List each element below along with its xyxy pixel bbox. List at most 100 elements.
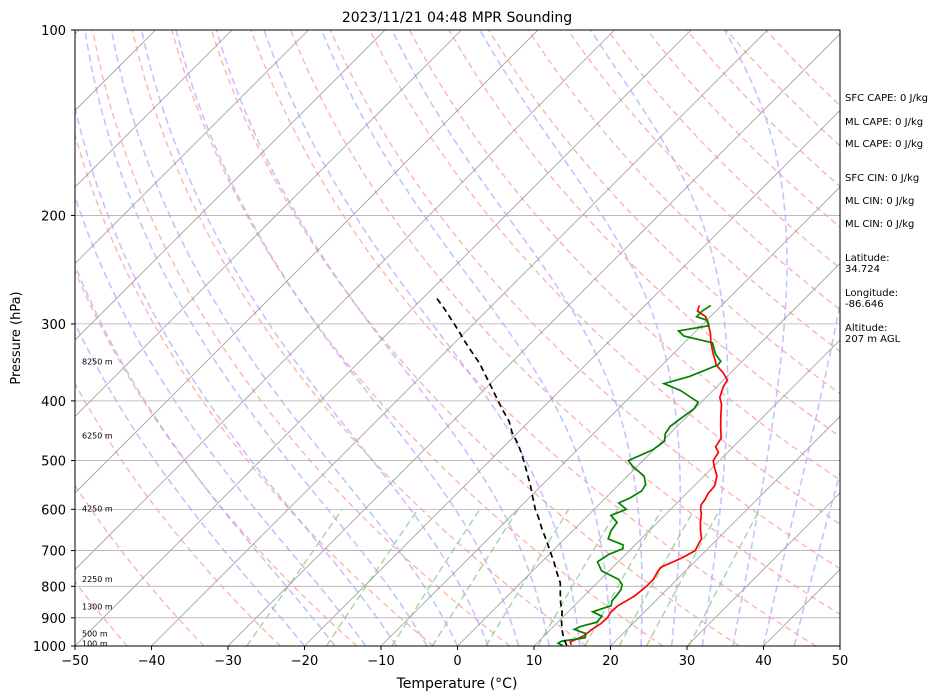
isotherm-line <box>304 109 840 646</box>
axes: −50 −40 −30 −20 −10 0 10 20 30 40 50 1000 900 800 700 6… <box>33 24 848 669</box>
x-tick-label: 20 <box>602 654 619 669</box>
parcel-line <box>435 297 568 646</box>
dry-adiabat-line <box>408 30 840 481</box>
x-tick-label: −30 <box>214 654 241 669</box>
side-panel-line: 207 m AGL <box>845 334 901 345</box>
dry-adiabat-line <box>171 30 664 646</box>
x-tick-label: 10 <box>526 654 543 669</box>
dry-adiabat-line <box>75 269 358 646</box>
mixing-ratio-line <box>391 508 481 646</box>
moist-adiabat-line <box>762 299 840 646</box>
y-tick-label: 900 <box>41 612 66 627</box>
x-tick-label: 0 <box>453 654 461 669</box>
side-panel-line: ML CIN: 0 J/kg <box>845 219 915 230</box>
moist-adiabat-line <box>320 30 612 646</box>
mixing-ratio-line <box>431 508 519 646</box>
y-tick-label: 400 <box>41 395 66 410</box>
side-panel-line: ML CAPE: 0 J/kg <box>845 139 924 150</box>
mixing-ratio-line <box>246 508 343 646</box>
y-tick-label: 300 <box>41 318 66 333</box>
side-panel-line: ML CIN: 0 J/kg <box>845 196 915 207</box>
moist-adiabat-line <box>175 30 520 646</box>
dry-adiabat-line <box>329 30 840 570</box>
moist-adiabat-line <box>75 104 397 646</box>
height-label: 1300 m <box>82 602 113 611</box>
isotherm-line <box>75 30 386 341</box>
x-tick-label: 30 <box>679 654 696 669</box>
chart-title: 2023/11/21 04:48 MPR Sounding <box>342 10 572 26</box>
moist-adiabat-line <box>75 263 336 646</box>
moist-adiabat-line <box>110 30 459 646</box>
isotherm-line <box>457 262 840 646</box>
side-panel-line: SFC CAPE: 0 J/kg <box>845 93 928 104</box>
moist-adiabat-line <box>75 194 367 646</box>
moist-adiabat-line <box>793 470 840 646</box>
y-tick-label: 600 <box>41 503 66 518</box>
dry-adiabat-line <box>488 30 840 395</box>
dry-adiabat-line <box>91 30 511 646</box>
isotherm-line <box>75 30 462 418</box>
isotherm-line <box>75 30 309 265</box>
moist-adiabat-line <box>75 321 306 646</box>
height-label: 500 m <box>82 629 108 638</box>
y-tick-label: 800 <box>41 580 66 595</box>
height-label: 8250 m <box>82 357 113 366</box>
side-panel-line: SFC CIN: 0 J/kg <box>845 173 920 184</box>
isotherm-line <box>686 492 840 646</box>
dry-adiabat-line <box>75 484 205 646</box>
x-tick-label: −50 <box>61 654 88 669</box>
isotherm-line <box>0 30 3 646</box>
moist-adiabat-line <box>140 30 489 646</box>
temperature-line <box>569 305 729 646</box>
dry-adiabat-line <box>75 382 281 646</box>
height-label: 6250 m <box>82 431 113 440</box>
x-axis-label: Temperature (°C) <box>396 676 518 692</box>
y-tick-label: 700 <box>41 545 66 560</box>
background-lines <box>0 30 840 646</box>
dry-adiabat-line <box>527 30 840 353</box>
dry-adiabat-line <box>250 30 817 646</box>
moist-adiabat-line <box>215 30 551 646</box>
x-tick-label: 40 <box>755 654 772 669</box>
isotherm-line <box>75 30 233 188</box>
mixing-ratio-line <box>688 508 761 646</box>
sounding-series <box>435 297 729 646</box>
side-panel-line: 34.724 <box>845 264 880 275</box>
dry-adiabat-line <box>131 30 587 646</box>
y-tick-label: 100 <box>41 24 66 39</box>
isotherm-line <box>227 33 840 646</box>
y-tick-label: 500 <box>41 455 66 470</box>
moist-adiabat-line <box>479 30 682 646</box>
isotherm-line <box>151 30 768 646</box>
isotherm-line <box>75 30 615 571</box>
moist-adiabat-line <box>723 30 788 646</box>
moist-adiabat-line <box>263 30 581 646</box>
height-label: 100 m <box>82 639 108 648</box>
x-tick-label: −20 <box>291 654 318 669</box>
height-label: 2250 m <box>82 575 113 584</box>
moist-adiabat-line <box>391 30 643 646</box>
side-panel-line: ML CAPE: 0 J/kg <box>845 117 924 128</box>
dewpoint-line <box>556 304 722 646</box>
moist-adiabat-line <box>84 30 428 646</box>
side-panel-line: Longitude: <box>845 288 899 299</box>
x-tick-label: −40 <box>138 654 165 669</box>
x-tick-label: 50 <box>832 654 849 669</box>
side-panel-line: Latitude: <box>845 253 890 264</box>
dry-adiabat-line <box>75 132 434 646</box>
y-tick-label: 1000 <box>33 640 66 655</box>
dry-adiabat-line <box>448 30 840 438</box>
x-tick-label: −10 <box>367 654 394 669</box>
dry-adiabat-line <box>567 30 840 311</box>
isotherm-line <box>75 30 692 646</box>
isotherm-line <box>533 339 840 646</box>
dry-adiabat-line <box>289 30 840 616</box>
isotherm-line <box>610 415 840 646</box>
height-label: 4250 m <box>82 504 113 513</box>
side-panel-line: -86.646 <box>845 299 884 310</box>
side-panel-line: Altitude: <box>845 323 888 334</box>
isotherm-line <box>75 30 539 494</box>
y-axis-label: Pressure (hPa) <box>9 291 24 384</box>
y-tick-label: 200 <box>41 209 66 224</box>
